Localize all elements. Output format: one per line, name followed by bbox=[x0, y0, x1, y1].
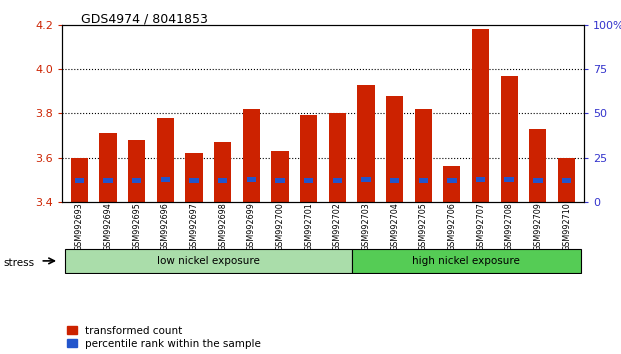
Bar bbox=[275, 178, 284, 183]
Bar bbox=[415, 109, 432, 202]
Text: high nickel exposure: high nickel exposure bbox=[412, 256, 520, 266]
Bar bbox=[300, 115, 317, 202]
Bar bbox=[243, 109, 260, 202]
Bar bbox=[504, 177, 514, 182]
Bar bbox=[128, 140, 145, 202]
Bar bbox=[558, 158, 575, 202]
Bar bbox=[189, 178, 199, 183]
Text: GSM992694: GSM992694 bbox=[104, 202, 112, 251]
Text: GSM992710: GSM992710 bbox=[562, 202, 571, 251]
Text: GSM992693: GSM992693 bbox=[75, 202, 84, 251]
Bar bbox=[218, 178, 227, 183]
Text: GSM992697: GSM992697 bbox=[189, 202, 199, 251]
Bar bbox=[71, 158, 88, 202]
Bar bbox=[156, 118, 174, 202]
Bar bbox=[132, 178, 142, 183]
Text: GSM992709: GSM992709 bbox=[533, 202, 542, 251]
Bar bbox=[271, 151, 289, 202]
Bar bbox=[329, 113, 346, 202]
Bar bbox=[386, 96, 403, 202]
Legend: transformed count, percentile rank within the sample: transformed count, percentile rank withi… bbox=[67, 326, 261, 349]
Bar bbox=[214, 142, 231, 202]
Text: GSM992696: GSM992696 bbox=[161, 202, 170, 251]
Text: stress: stress bbox=[3, 258, 34, 268]
Text: GSM992695: GSM992695 bbox=[132, 202, 141, 251]
Bar bbox=[161, 177, 170, 182]
Bar bbox=[419, 178, 428, 183]
Bar bbox=[533, 178, 543, 183]
Text: GSM992706: GSM992706 bbox=[447, 202, 456, 251]
Bar bbox=[304, 178, 314, 183]
Text: low nickel exposure: low nickel exposure bbox=[157, 256, 260, 266]
Text: GSM992698: GSM992698 bbox=[218, 202, 227, 251]
Bar bbox=[357, 85, 374, 202]
Bar bbox=[501, 76, 518, 202]
Text: GSM992700: GSM992700 bbox=[276, 202, 284, 251]
Text: GDS4974 / 8041853: GDS4974 / 8041853 bbox=[81, 12, 207, 25]
Text: GSM992705: GSM992705 bbox=[419, 202, 428, 251]
Text: GSM992702: GSM992702 bbox=[333, 202, 342, 251]
Bar bbox=[476, 177, 485, 182]
Bar bbox=[247, 177, 256, 182]
Text: GSM992703: GSM992703 bbox=[361, 202, 370, 251]
Bar bbox=[103, 178, 112, 183]
Text: GSM992708: GSM992708 bbox=[505, 202, 514, 251]
Bar bbox=[472, 29, 489, 202]
Bar bbox=[361, 177, 371, 182]
Bar bbox=[390, 178, 399, 183]
Bar bbox=[351, 249, 581, 273]
Bar bbox=[65, 249, 351, 273]
Bar bbox=[447, 178, 456, 183]
Bar bbox=[562, 178, 571, 183]
Text: GSM992701: GSM992701 bbox=[304, 202, 313, 251]
Bar bbox=[99, 133, 117, 202]
Bar bbox=[443, 166, 461, 202]
Text: GSM992704: GSM992704 bbox=[390, 202, 399, 251]
Bar bbox=[529, 129, 546, 202]
Text: GSM992699: GSM992699 bbox=[247, 202, 256, 251]
Text: GSM992707: GSM992707 bbox=[476, 202, 485, 251]
Bar bbox=[332, 178, 342, 183]
Bar bbox=[75, 178, 84, 183]
Bar bbox=[185, 153, 202, 202]
